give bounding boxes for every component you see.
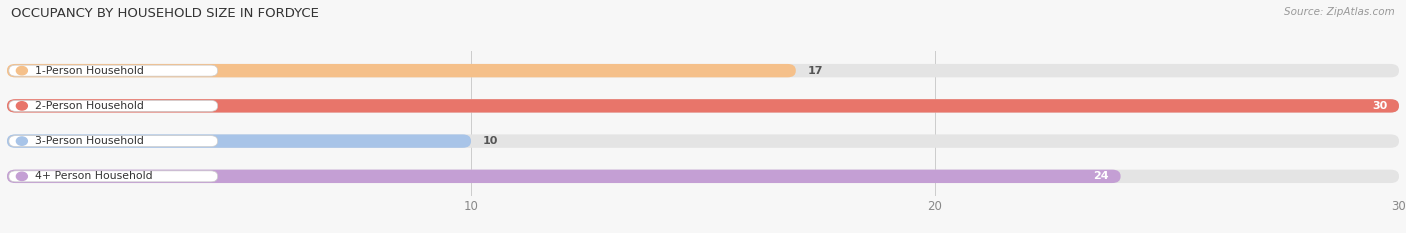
Text: OCCUPANCY BY HOUSEHOLD SIZE IN FORDYCE: OCCUPANCY BY HOUSEHOLD SIZE IN FORDYCE bbox=[11, 7, 319, 20]
Text: 10: 10 bbox=[482, 136, 498, 146]
Circle shape bbox=[17, 137, 27, 145]
Text: 3-Person Household: 3-Person Household bbox=[35, 136, 143, 146]
FancyBboxPatch shape bbox=[7, 64, 1399, 77]
Circle shape bbox=[17, 66, 27, 75]
FancyBboxPatch shape bbox=[7, 99, 1399, 113]
Text: 17: 17 bbox=[807, 66, 823, 76]
Text: Source: ZipAtlas.com: Source: ZipAtlas.com bbox=[1284, 7, 1395, 17]
FancyBboxPatch shape bbox=[7, 134, 1399, 148]
FancyBboxPatch shape bbox=[8, 136, 218, 147]
FancyBboxPatch shape bbox=[7, 64, 796, 77]
FancyBboxPatch shape bbox=[7, 170, 1121, 183]
Circle shape bbox=[17, 102, 27, 110]
FancyBboxPatch shape bbox=[8, 100, 218, 111]
Text: 2-Person Household: 2-Person Household bbox=[35, 101, 143, 111]
Text: 1-Person Household: 1-Person Household bbox=[35, 66, 143, 76]
Text: 24: 24 bbox=[1094, 171, 1109, 181]
FancyBboxPatch shape bbox=[7, 134, 471, 148]
FancyBboxPatch shape bbox=[8, 171, 218, 182]
FancyBboxPatch shape bbox=[8, 65, 218, 76]
Text: 4+ Person Household: 4+ Person Household bbox=[35, 171, 152, 181]
Text: 30: 30 bbox=[1372, 101, 1388, 111]
Circle shape bbox=[17, 172, 27, 181]
FancyBboxPatch shape bbox=[7, 170, 1399, 183]
FancyBboxPatch shape bbox=[7, 99, 1399, 113]
